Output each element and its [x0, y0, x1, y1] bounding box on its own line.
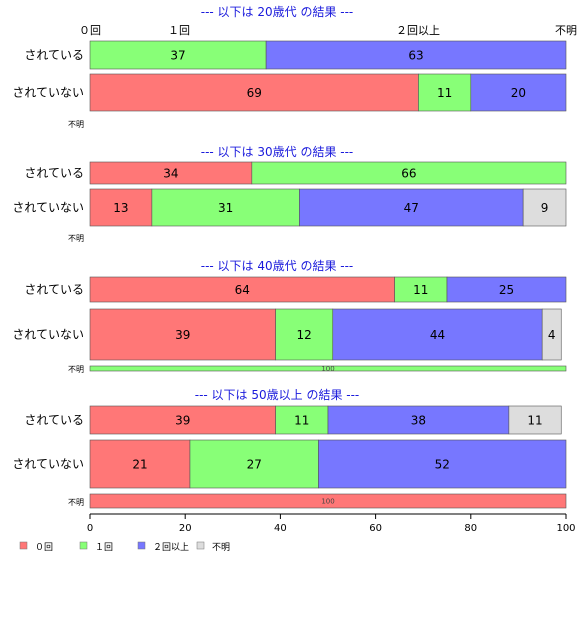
- x-tick-label: 80: [464, 523, 477, 534]
- bar-segment: [89, 276, 395, 303]
- bar-segment: [89, 439, 191, 489]
- row-label: されている: [24, 166, 84, 180]
- row-label: されていない: [12, 328, 84, 342]
- bar-value-label: 63: [408, 49, 423, 63]
- bar-segment: [89, 308, 276, 361]
- bar-value-label: 69: [247, 86, 262, 100]
- bar-value-label: 11: [437, 86, 452, 100]
- bar-value-label: 31: [218, 201, 233, 215]
- legend-label: １回: [95, 542, 113, 553]
- legend-swatch: [19, 541, 28, 550]
- bar-value-label: 39: [175, 414, 190, 428]
- top-column-label: ０回: [79, 24, 101, 37]
- row-label: 不明: [68, 365, 84, 374]
- x-tick-label: 60: [369, 523, 382, 534]
- bar-segment: [89, 188, 153, 227]
- bar-value-label: 13: [113, 201, 128, 215]
- bar-value-label: 11: [413, 283, 428, 297]
- top-column-label: ２回以上: [396, 24, 440, 37]
- bar-value-label: 20: [511, 86, 526, 100]
- bar-segment: [89, 365, 567, 372]
- bar-value-label: 44: [430, 328, 445, 342]
- bar-total-label: 100: [321, 498, 334, 506]
- bar-segment: [89, 493, 567, 509]
- legend-swatch: [79, 541, 88, 550]
- bar-segment: [299, 188, 524, 227]
- row-label: 不明: [68, 120, 84, 129]
- top-column-label: 不明: [555, 24, 577, 37]
- bar-segment: [89, 40, 267, 70]
- legend-label: ０回: [35, 542, 53, 553]
- bar-segment: [89, 405, 276, 435]
- bar-value-label: 11: [527, 414, 542, 428]
- x-tick-label: 0: [87, 523, 93, 534]
- bar-segment: [151, 188, 300, 227]
- bar-total-label: 100: [321, 365, 334, 373]
- bar-segment: [394, 276, 448, 303]
- bar-value-label: 37: [170, 49, 185, 63]
- bar-segment: [541, 308, 562, 361]
- row-label: されていない: [12, 201, 84, 215]
- bar-segment: [446, 276, 567, 303]
- bar-segment: [275, 308, 334, 361]
- panel-title: --- 以下は 20歳代 の結果 ---: [201, 5, 354, 19]
- bar-value-label: 38: [411, 414, 426, 428]
- panel-title: --- 以下は 50歳以上 の結果 ---: [195, 388, 360, 402]
- row-label: されている: [24, 413, 84, 427]
- bar-value-label: 39: [175, 328, 190, 342]
- legend-swatch: [196, 541, 205, 550]
- x-tick-label: 20: [179, 523, 192, 534]
- bar-value-label: 64: [235, 283, 250, 297]
- bar-segment: [470, 73, 567, 112]
- bar-segment: [418, 73, 472, 112]
- panel-title: --- 以下は 40歳代 の結果 ---: [201, 259, 354, 273]
- bar-segment: [89, 73, 419, 112]
- bar-segment: [265, 40, 567, 70]
- legend-label: 不明: [212, 542, 230, 553]
- bar-value-label: 66: [401, 167, 416, 181]
- bar-value-label: 25: [499, 283, 514, 297]
- row-label: 不明: [68, 498, 84, 507]
- bar-value-label: 47: [404, 201, 419, 215]
- bar-segment: [522, 188, 567, 227]
- bar-segment: [189, 439, 319, 489]
- bar-value-label: 4: [548, 328, 556, 342]
- bar-value-label: 21: [132, 458, 147, 472]
- bar-segment: [318, 439, 567, 489]
- row-label: されていない: [12, 86, 84, 100]
- row-label: 不明: [68, 234, 84, 243]
- bar-value-label: 34: [163, 167, 178, 181]
- bar-value-label: 27: [247, 458, 262, 472]
- bar-value-label: 11: [294, 414, 309, 428]
- bar-value-label: 9: [541, 201, 549, 215]
- bar-segment: [508, 405, 562, 435]
- x-tick-label: 40: [274, 523, 287, 534]
- bar-segment: [251, 161, 567, 185]
- legend-swatch: [137, 541, 146, 550]
- bar-value-label: 12: [297, 328, 312, 342]
- legend-label: ２回以上: [153, 542, 189, 553]
- bar-value-label: 52: [435, 458, 450, 472]
- row-label: されていない: [12, 457, 84, 471]
- panel-title: --- 以下は 30歳代 の結果 ---: [201, 145, 354, 159]
- row-label: されている: [24, 48, 84, 62]
- x-tick-label: 100: [556, 523, 575, 534]
- bar-segment: [327, 405, 510, 435]
- row-label: されている: [24, 283, 84, 297]
- top-column-label: １回: [168, 24, 190, 37]
